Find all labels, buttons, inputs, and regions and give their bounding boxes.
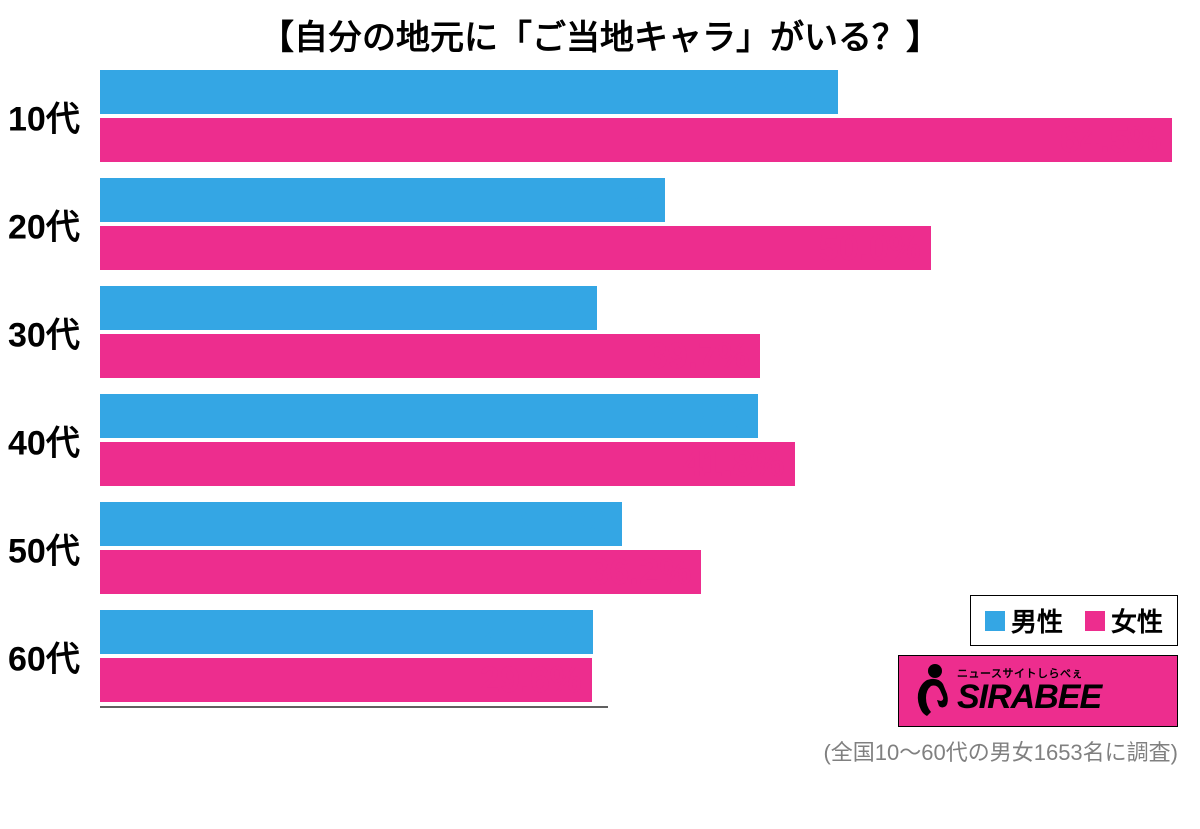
age-group: 20代34.0%50.0% [100, 178, 1180, 270]
bar-value-male: 29.7% [481, 611, 583, 653]
bar-row-female: 50.0% [100, 226, 1180, 270]
bar-row-female: 39.7% [100, 334, 1180, 378]
age-group: 50代31.4%36.2% [100, 502, 1180, 594]
bar-row-female: 64.5% [100, 118, 1180, 162]
bar-value-male: 29.9% [485, 287, 587, 329]
legend-label-female: 女性 [1111, 602, 1163, 639]
bar-row-male: 31.4% [100, 502, 1180, 546]
age-group: 30代29.9%39.7% [100, 286, 1180, 378]
age-group: 40代39.6%41.8% [100, 394, 1180, 486]
age-group-label: 40代 [8, 416, 80, 465]
logo-name: SIRABEE [957, 680, 1101, 714]
age-group-label: 10代 [8, 92, 80, 141]
legend-swatch-male [985, 611, 1005, 631]
bar-row-male: 44.4% [100, 70, 1180, 114]
chart-area: 10代44.4%64.5%20代34.0%50.0%30代29.9%39.7%4… [100, 70, 1180, 750]
legend-swatch-female [1085, 611, 1105, 631]
age-group-label: 30代 [8, 308, 80, 357]
chart-title: 【自分の地元に「ご当地キャラ」がいる？】 [0, 0, 1200, 59]
bar-female [100, 118, 1172, 162]
bar-row-male: 34.0% [100, 178, 1180, 222]
sirabee-logo: ニュースサイトしらべぇ SIRABEE [898, 655, 1178, 727]
bar-value-female: 29.6% [480, 659, 582, 701]
bar-row-male: 29.9% [100, 286, 1180, 330]
age-group-label: 60代 [8, 632, 80, 681]
bar-value-female: 64.5% [1060, 119, 1162, 161]
bar-value-male: 39.6% [646, 395, 748, 437]
age-group-label: 20代 [8, 200, 80, 249]
x-axis-line [100, 706, 608, 708]
legend-item-male: 男性 [985, 602, 1063, 639]
bar-female [100, 226, 931, 270]
survey-footnote: (全国10〜60代の男女1653名に調査) [823, 735, 1178, 767]
bar-value-male: 34.0% [553, 179, 655, 221]
legend-item-female: 女性 [1085, 602, 1163, 639]
age-group: 10代44.4%64.5% [100, 70, 1180, 162]
bar-value-female: 41.8% [682, 443, 784, 485]
bar-value-female: 36.2% [589, 551, 691, 593]
bar-row-female: 36.2% [100, 550, 1180, 594]
legend-label-male: 男性 [1011, 602, 1063, 639]
logo-person-icon [907, 662, 951, 720]
bar-row-male: 39.6% [100, 394, 1180, 438]
bar-row-female: 41.8% [100, 442, 1180, 486]
bar-value-female: 39.7% [648, 335, 750, 377]
bar-value-female: 50.0% [819, 227, 921, 269]
bar-value-male: 31.4% [510, 503, 612, 545]
bar-value-male: 44.4% [726, 71, 828, 113]
legend: 男性 女性 [970, 595, 1178, 646]
age-group-label: 50代 [8, 524, 80, 573]
